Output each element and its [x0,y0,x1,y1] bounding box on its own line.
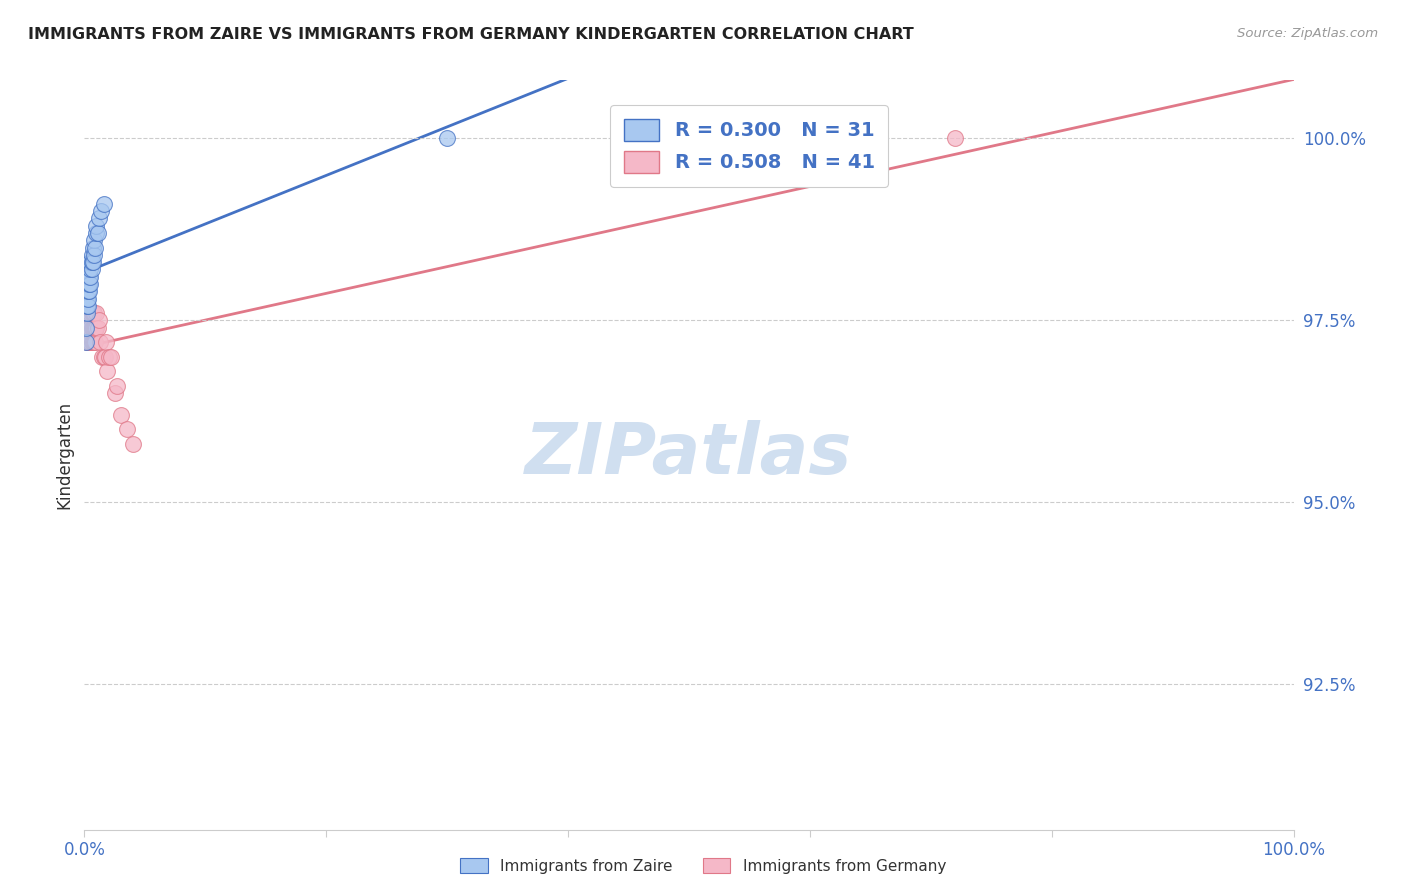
Point [83,248,105,262]
Point [87,211,110,226]
Point [82,306,104,320]
Point [82,255,104,269]
Point [80,320,103,334]
Point [84,335,107,350]
Legend: Immigrants from Zaire, Immigrants from Germany: Immigrants from Zaire, Immigrants from G… [454,852,952,880]
Point [75,320,97,334]
Y-axis label: Kindergarten: Kindergarten [55,401,73,509]
Point [77,277,100,291]
Point [97,350,120,364]
Point [100,350,122,364]
Point [77,292,100,306]
Point [80,248,103,262]
Point [84,241,107,255]
Point [76,320,98,334]
Point [86,226,108,240]
Point [79,262,101,277]
Point [79,306,101,320]
Point [93,197,115,211]
Point [79,320,101,334]
Point [91,350,114,364]
Point [89,335,111,350]
Point [86,219,108,233]
Point [104,386,127,401]
Text: ZIPatlas: ZIPatlas [526,420,852,490]
Point [82,241,104,255]
Point [76,335,98,350]
Legend: R = 0.300   N = 31, R = 0.508   N = 41: R = 0.300 N = 31, R = 0.508 N = 41 [610,105,889,186]
Point [96,364,118,378]
Point [80,335,103,350]
Point [83,335,105,350]
Point [79,269,101,284]
Point [79,277,101,291]
Point [80,306,103,320]
Point [76,292,98,306]
Point [86,226,108,240]
Point [87,313,110,327]
Point [79,335,101,350]
Point [90,204,112,219]
Point [943,131,966,145]
Point [80,262,103,277]
Point [84,320,107,334]
Point [77,285,100,299]
Point [77,269,100,284]
Point [83,320,105,334]
Point [75,335,97,350]
Point [105,379,128,393]
Point [93,350,115,364]
Text: IMMIGRANTS FROM ZAIRE VS IMMIGRANTS FROM GERMANY KINDERGARTEN CORRELATION CHART: IMMIGRANTS FROM ZAIRE VS IMMIGRANTS FROM… [28,27,914,42]
Point [121,437,143,451]
Point [77,320,100,334]
Point [94,350,117,364]
Point [77,299,100,313]
Point [76,306,98,320]
Point [77,277,100,291]
Point [77,306,100,320]
Text: Source: ZipAtlas.com: Source: ZipAtlas.com [1237,27,1378,40]
Point [80,255,103,269]
Point [76,299,98,313]
Point [86,320,108,334]
Point [86,306,108,320]
Point [115,422,138,436]
Point [86,320,108,334]
Point [77,335,100,350]
Point [82,335,104,350]
Point [75,327,97,342]
Point [110,408,132,422]
Point [77,335,100,350]
Point [83,233,105,247]
Point [76,306,98,320]
Point [77,320,100,334]
Point [83,306,105,320]
Point [77,285,100,299]
Point [82,320,104,334]
Point [436,131,458,145]
Point [79,255,101,269]
Point [94,335,117,350]
